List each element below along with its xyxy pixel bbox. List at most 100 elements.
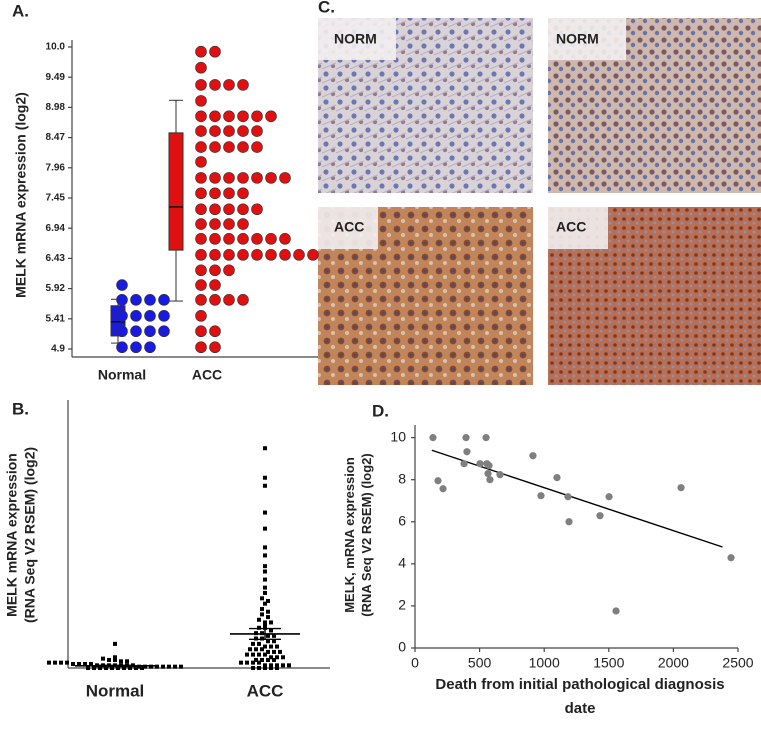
dot (158, 310, 170, 322)
x-tick-label: 2000 (658, 655, 689, 671)
dot (116, 279, 128, 291)
point (269, 663, 273, 668)
point (486, 476, 494, 484)
point (564, 493, 572, 501)
point (173, 664, 177, 669)
dot (209, 45, 221, 58)
point (484, 469, 492, 478)
dot (209, 279, 221, 291)
point (266, 633, 270, 638)
dot (195, 187, 207, 200)
point (275, 663, 279, 668)
x-tick-label: 1000 (529, 655, 560, 671)
dot (195, 172, 207, 184)
image-label: ACC (556, 219, 586, 235)
point (281, 655, 285, 660)
dot (223, 125, 235, 137)
dot (209, 110, 221, 123)
point (140, 666, 144, 670)
point (266, 609, 270, 614)
dot (265, 172, 277, 184)
point (257, 666, 261, 670)
x-axis-title: date (565, 700, 596, 717)
point (529, 452, 537, 460)
y-tick-label: 6.43 (46, 253, 66, 264)
dot (209, 187, 221, 200)
y-tick-label: 7.45 (46, 193, 66, 204)
point (281, 663, 285, 668)
point (257, 660, 261, 665)
point (65, 660, 69, 665)
dot (195, 156, 207, 168)
point (287, 663, 291, 668)
dot (130, 341, 142, 354)
point (260, 636, 264, 641)
x-tick-label: 1500 (593, 655, 624, 671)
dot (158, 325, 170, 338)
point (149, 664, 153, 669)
y-axis-title: (RNA Seq V2 RSEM) (log2) (22, 447, 38, 623)
point (272, 633, 276, 638)
y-tick-label: 5.41 (46, 313, 66, 324)
y-tick-label: 6.94 (46, 223, 66, 234)
x-tick-label: ACC (247, 681, 284, 700)
y-tick-label: 9.49 (46, 72, 66, 83)
point (239, 660, 243, 665)
point (257, 652, 261, 657)
point (275, 666, 279, 670)
point (263, 545, 267, 550)
dot (195, 264, 207, 277)
dot (195, 279, 207, 291)
point (269, 644, 273, 649)
dot (251, 172, 263, 184)
dot (195, 310, 207, 322)
dot (195, 79, 207, 91)
box (168, 132, 184, 251)
x-tick-label: ACC (192, 367, 222, 383)
point (251, 641, 255, 646)
dot (130, 310, 142, 322)
dot (237, 218, 249, 230)
point (251, 652, 255, 657)
point (254, 636, 258, 641)
point (77, 661, 81, 666)
dot (251, 249, 263, 261)
y-tick-label: 7.96 (46, 162, 66, 173)
point (113, 641, 117, 646)
point (179, 664, 183, 669)
dot (195, 203, 207, 216)
dot (237, 294, 249, 306)
panel-letter: B. (12, 399, 29, 418)
point (263, 569, 267, 574)
point (263, 652, 267, 657)
dot (130, 294, 142, 306)
point (260, 607, 264, 612)
point (266, 615, 270, 620)
x-tick-label: 500 (468, 655, 492, 671)
dot (223, 233, 235, 245)
x-tick-label: Normal (98, 367, 146, 383)
point (263, 644, 267, 649)
trendline (431, 449, 723, 548)
point (677, 484, 685, 492)
x-tick-label: Normal (86, 681, 145, 700)
point (596, 512, 604, 520)
point (496, 471, 504, 479)
dot (144, 294, 156, 306)
point (71, 661, 75, 666)
point (260, 657, 264, 662)
point (485, 462, 493, 470)
point (263, 526, 267, 531)
y-tick-label: 10 (390, 428, 406, 444)
dot (237, 249, 249, 261)
dot (195, 125, 207, 137)
point (460, 460, 468, 468)
point (272, 657, 276, 662)
dot (116, 341, 128, 354)
point (565, 518, 573, 526)
dot (223, 141, 235, 153)
x-axis-title: Death from initial pathological diagnosi… (435, 676, 724, 693)
image-label: ACC (334, 219, 364, 235)
dot (237, 187, 249, 200)
point (439, 485, 447, 493)
